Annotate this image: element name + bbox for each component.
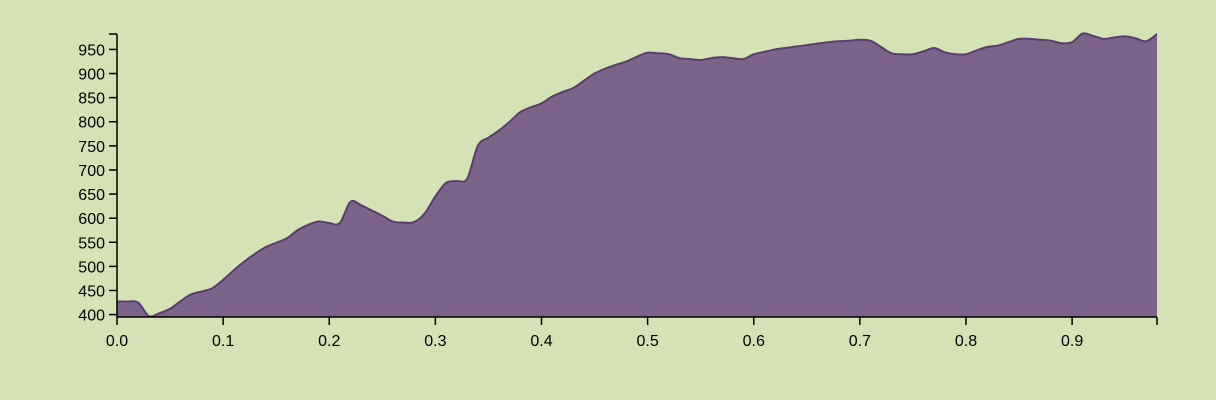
y-tick-label: 850: [78, 91, 105, 108]
x-tick-label: 0.6: [743, 333, 765, 350]
y-tick-label: 600: [78, 211, 105, 228]
y-tick-label: 900: [78, 67, 105, 84]
x-tick-label: 0.7: [849, 333, 871, 350]
y-tick-label: 450: [78, 283, 105, 300]
y-tick-label: 800: [78, 115, 105, 132]
y-tick-label: 500: [78, 259, 105, 276]
y-tick-label: 550: [78, 235, 105, 252]
y-tick-label: 650: [78, 187, 105, 204]
area-series-line: [116, 32, 1158, 318]
x-tick-label: 0.0: [106, 333, 128, 350]
x-tick-label: 0.9: [1061, 333, 1083, 350]
x-tick-label: 0.5: [636, 333, 658, 350]
y-tick-label: 950: [78, 42, 105, 59]
x-tick-label: 0.3: [424, 333, 446, 350]
x-axis-ticks: 0.0 0.1 0.2 0.3 0.4 0.5 0.6 0.7 0.8 0.9: [106, 317, 1158, 350]
y-tick-label: 700: [78, 163, 105, 180]
y-tick-label: 750: [78, 139, 105, 156]
y-axis-ticks: 400 450 500 550 600 650 700 750 800 850 900 950: [78, 33, 117, 325]
x-tick-label: 0.1: [212, 333, 234, 350]
x-tick-label: 0.2: [318, 333, 340, 350]
x-tick-label: 0.4: [530, 333, 552, 350]
x-tick-label: 0.8: [955, 333, 977, 350]
y-tick-label: 400: [78, 308, 105, 325]
area-series-fill: [117, 33, 1157, 318]
